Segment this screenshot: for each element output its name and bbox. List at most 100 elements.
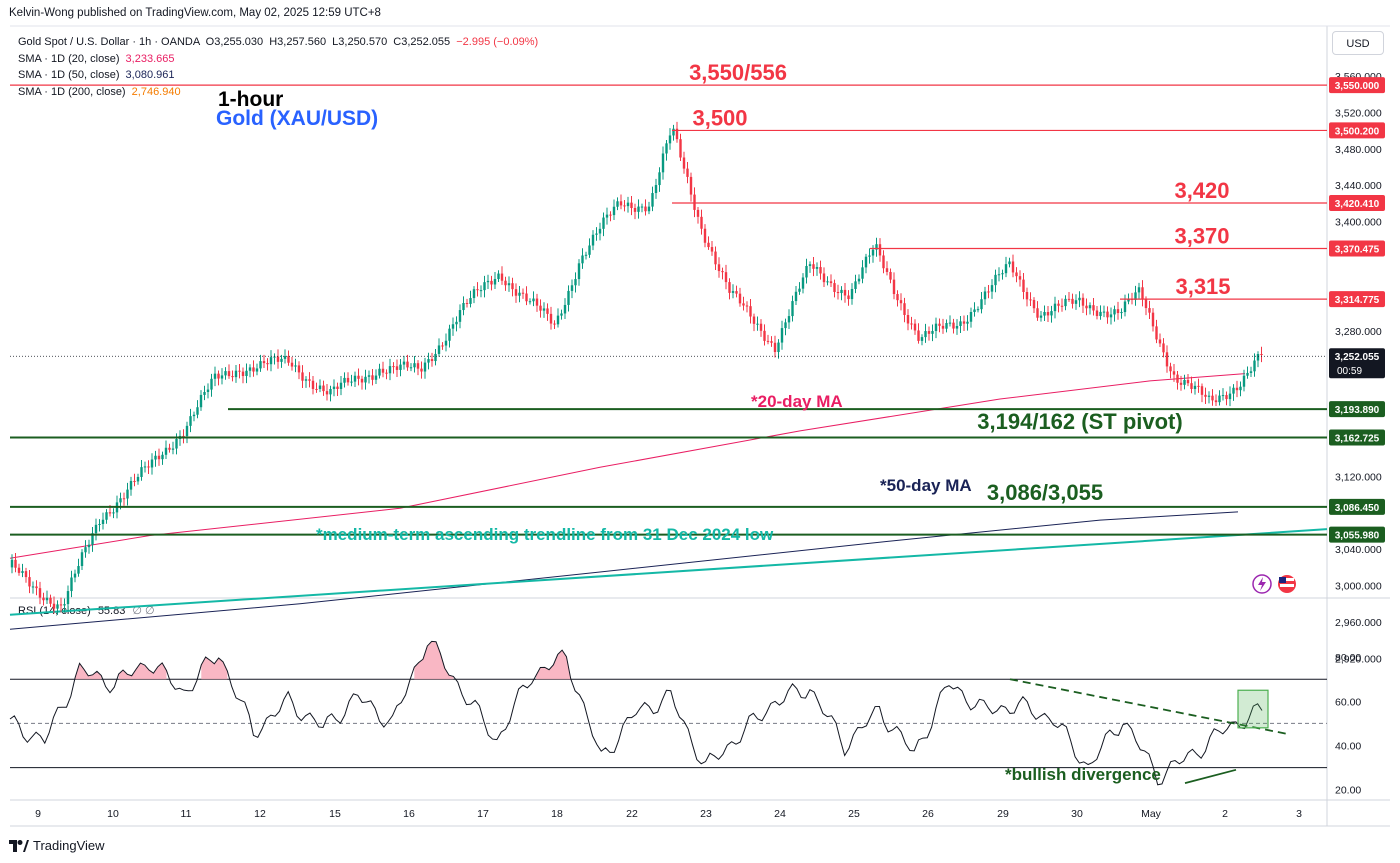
candle-body <box>339 382 343 389</box>
candle-body <box>1176 374 1179 383</box>
candle-body <box>745 305 749 307</box>
candle-body <box>490 280 493 285</box>
candle-body <box>868 255 871 257</box>
candle-body <box>325 391 329 395</box>
countdown-label: 00:59 <box>1337 366 1362 377</box>
candle-body <box>1074 300 1078 304</box>
candle-body <box>976 309 980 311</box>
candle-body <box>364 376 367 383</box>
candle-body <box>1162 343 1165 353</box>
candle-body <box>1246 372 1249 376</box>
candle-body <box>437 345 441 354</box>
candle-body <box>913 323 917 331</box>
candle-body <box>248 367 252 371</box>
candle-body <box>801 277 805 289</box>
candle-body <box>73 573 77 578</box>
candle-body <box>833 283 836 292</box>
candle-body <box>987 291 990 293</box>
ma50-line <box>9 511 1239 630</box>
candle-body <box>1008 261 1011 265</box>
candle-body <box>31 586 35 588</box>
candle-body <box>189 416 192 426</box>
sma50-legend-row[interactable]: SMA · 1D (50, close) 3,080.961 <box>18 67 538 84</box>
candle-body <box>1078 297 1081 301</box>
candle-body <box>710 247 714 252</box>
candle-body <box>234 370 238 378</box>
trendline-annotation: *medium-term ascending trendline from 31… <box>316 525 774 544</box>
candle-body <box>66 591 70 605</box>
candle-body <box>1197 385 1200 387</box>
candle-body <box>133 480 136 482</box>
candle-body <box>343 377 346 383</box>
sma200-legend-row[interactable]: SMA · 1D (200, close) 2,746.940 <box>18 84 538 101</box>
candle-body <box>822 273 826 283</box>
tradingview-logo[interactable]: TradingView <box>9 838 105 853</box>
candle-body <box>714 251 717 265</box>
legend-low: L3,250.570 <box>332 36 388 48</box>
candle-body <box>392 366 395 368</box>
rsi-legend[interactable]: RSI (14, close) 55.83 ∅ ∅ <box>18 604 155 617</box>
candle-body <box>738 293 742 304</box>
candle-body <box>682 157 686 169</box>
candle-body <box>570 285 574 291</box>
candle-body <box>787 316 791 323</box>
candle-body <box>199 394 203 408</box>
candle-body <box>294 365 297 367</box>
candle-body <box>136 476 140 482</box>
candle-body <box>539 305 542 311</box>
candle-body <box>304 379 308 381</box>
candle-body <box>927 331 931 334</box>
candle-body <box>388 366 392 374</box>
candle-body <box>245 370 248 377</box>
level-price-tag <box>1329 498 1385 515</box>
candle-body <box>840 289 843 294</box>
candle-body <box>1060 305 1064 307</box>
time-tick-label: 11 <box>181 808 192 820</box>
level-price-tag <box>1329 122 1385 139</box>
candle-body <box>700 216 703 229</box>
candle-body <box>105 512 108 520</box>
candle-body <box>357 375 360 379</box>
candle-body <box>528 301 532 303</box>
current-price-tag <box>1329 348 1385 379</box>
candle-body <box>1099 311 1102 317</box>
candle-body <box>644 206 647 212</box>
candle-body <box>791 301 794 317</box>
candle-body <box>1249 371 1253 373</box>
symbol-title: Gold Spot / U.S. Dollar · 1h · OANDA <box>18 36 200 48</box>
candle-body <box>780 328 784 343</box>
candle-body <box>759 323 763 331</box>
chart-legend: Gold Spot / U.S. Dollar · 1h · OANDA O3,… <box>18 34 538 100</box>
flag-stripe <box>1280 578 1294 581</box>
symbol-legend-row[interactable]: Gold Spot / U.S. Dollar · 1h · OANDA O3,… <box>18 34 538 51</box>
candle-body <box>577 263 581 280</box>
candle-body <box>1200 386 1204 395</box>
sma20-legend-row[interactable]: SMA · 1D (20, close) 3,233.665 <box>18 51 538 68</box>
candle-body <box>1067 298 1071 300</box>
candle-body <box>157 455 161 460</box>
candle-body <box>416 363 420 369</box>
candle-body <box>1260 354 1263 356</box>
candle-body <box>161 454 164 460</box>
candle-body <box>518 292 521 296</box>
candle-body <box>283 356 287 359</box>
candle-body <box>276 356 280 362</box>
time-tick-label: 25 <box>848 808 860 820</box>
tradingview-logo-icon <box>9 839 29 852</box>
currency-button[interactable]: USD <box>1332 31 1384 55</box>
candle-body <box>1015 272 1018 277</box>
sma200-label: SMA · 1D (200, close) <box>18 85 126 98</box>
candle-body <box>1148 308 1151 313</box>
candle-body <box>143 466 147 468</box>
candle-body <box>602 217 605 229</box>
candle-body <box>308 379 311 381</box>
candle-body <box>1106 311 1109 318</box>
candle-body <box>1088 305 1092 309</box>
candle-body <box>1183 379 1186 385</box>
price-tick-label: 3,040.000 <box>1335 544 1382 556</box>
candle-body <box>924 331 927 338</box>
candle-body <box>28 577 31 587</box>
candle-body <box>1169 366 1172 372</box>
level-price-tag <box>1329 291 1385 308</box>
